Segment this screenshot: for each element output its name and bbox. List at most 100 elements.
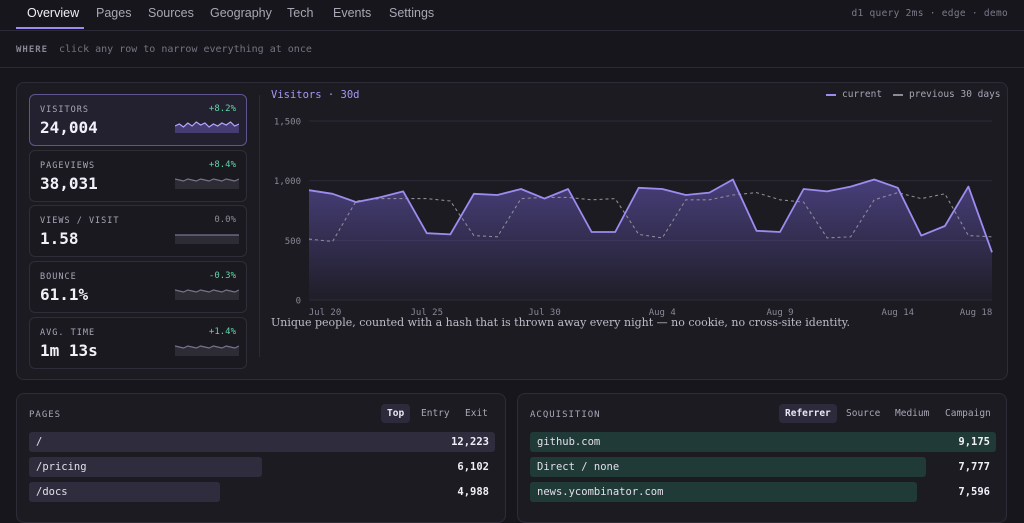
acq-tab-referrer[interactable]: Referrer — [779, 404, 837, 423]
kpi-sparkline — [175, 121, 239, 133]
acquisition-row[interactable]: Direct / none 7,777 — [530, 457, 996, 477]
tab-pages[interactable]: Pages — [96, 6, 132, 20]
row-value: 7,777 — [958, 461, 990, 473]
overview-panel: VISITORS 24,004 +8.2% PAGEVIEWS 38,031 +8.4% V… — [16, 82, 1008, 380]
sparkline-area — [175, 290, 239, 301]
acquisition-title: ACQUISITION — [530, 410, 601, 420]
chart-title: Visitors · 30d — [271, 89, 360, 101]
acquisition-row[interactable]: news.ycombinator.com 7,596 — [530, 482, 996, 502]
row-value: 4,988 — [457, 486, 489, 498]
row-value: 6,102 — [457, 461, 489, 473]
tab-tech[interactable]: Tech — [287, 6, 314, 20]
current-series-area — [309, 179, 992, 300]
kpi-delta: +1.4% — [208, 326, 236, 337]
acq-tab-campaign[interactable]: Campaign — [945, 408, 991, 419]
tab-geography[interactable]: Geography — [210, 6, 272, 20]
legend-current-swatch — [826, 93, 836, 96]
row-label: news.ycombinator.com — [537, 486, 664, 498]
legend-current: current — [826, 89, 882, 100]
row-label: github.com — [537, 436, 601, 448]
kpi-sparkline — [175, 345, 239, 356]
kpi-sparkline — [175, 178, 239, 189]
pages-row[interactable]: / 12,223 — [29, 432, 495, 452]
kpi-label: AVG. TIME — [40, 327, 96, 338]
row-share-bar — [530, 432, 996, 452]
kpi-delta: +8.2% — [208, 104, 236, 114]
pages-tab-exit[interactable]: Exit — [465, 408, 488, 419]
row-value: 7,596 — [958, 486, 990, 498]
kpi-value: 1.58 — [40, 229, 79, 249]
filter-label: WHERE — [16, 45, 49, 55]
kpi-delta: -0.3% — [208, 271, 236, 282]
x-tick-label: Aug 14 — [882, 308, 915, 318]
panel-divider — [259, 95, 260, 357]
tab-settings[interactable]: Settings — [389, 6, 435, 20]
kpi-label: BOUNCE — [40, 272, 77, 283]
row-share-bar — [530, 482, 917, 502]
sparkline-area — [175, 122, 239, 133]
legend-previous-label: previous 30 days — [909, 89, 1001, 100]
acquisition-panel: ACQUISITION Referrer Source Medium Campa… — [517, 393, 1007, 523]
kpi-sparkline — [175, 289, 239, 301]
kpi-label: PAGEVIEWS — [40, 160, 96, 171]
kpi-card-pageviews[interactable]: PAGEVIEWS 38,031 +8.4% — [29, 149, 247, 202]
kpi-value: 24,004 — [40, 118, 98, 137]
filter-bar: WHERE click any row to narrow everything… — [0, 32, 1024, 68]
kpi-card-bounce[interactable]: BOUNCE 61.1% -0.3% — [29, 261, 247, 314]
kpi-card-avg-time[interactable]: AVG. TIME 1m 13s +1.4% — [29, 316, 247, 369]
row-label: /pricing — [36, 461, 87, 473]
y-tick-label: 500 — [285, 237, 301, 247]
tab-overview[interactable]: Overview — [27, 6, 80, 20]
row-value: 9,175 — [958, 436, 990, 448]
filter-hint: click any row to narrow everything at on… — [59, 44, 312, 55]
sparkline-area — [175, 235, 239, 245]
sparkline-line — [175, 178, 239, 182]
kpi-delta: +8.4% — [208, 159, 236, 170]
sparkline-line — [175, 345, 239, 349]
row-label: Direct / none — [537, 461, 620, 473]
pages-title: PAGES — [29, 410, 62, 420]
row-value: 12,223 — [451, 436, 489, 448]
kpi-value: 38,031 — [40, 173, 98, 193]
pages-tab-top[interactable]: Top — [381, 404, 411, 423]
pages-panel: PAGES Top Entry Exit / 12,223/pricing 6,10… — [16, 393, 506, 523]
y-tick-label: 1,000 — [274, 177, 301, 187]
legend-previous-swatch — [893, 93, 903, 96]
kpi-label: VIEWS / VISIT — [40, 216, 120, 227]
row-share-bar — [29, 482, 220, 502]
active-tab-indicator — [16, 27, 84, 29]
pages-row[interactable]: /pricing 6,102 — [29, 457, 495, 477]
acq-tab-medium[interactable]: Medium — [895, 408, 930, 419]
kpi-value: 1m 13s — [40, 340, 98, 360]
acq-tab-source[interactable]: Source — [846, 408, 881, 419]
current-series-line — [308, 178, 993, 253]
x-tick-label: Aug 18 — [960, 308, 993, 318]
query-status: d1 query 2ms · edge · demo — [851, 8, 1008, 19]
row-share-bar — [29, 432, 495, 452]
kpi-label: VISITORS — [40, 105, 89, 115]
kpi-card-views-visit[interactable]: VIEWS / VISIT 1.58 0.0% — [29, 205, 247, 258]
row-label: /docs — [36, 486, 68, 498]
kpi-sparkline — [175, 234, 239, 245]
sparkline-line — [175, 289, 239, 293]
row-share-bar — [29, 457, 262, 477]
y-tick-label: 0 — [296, 297, 301, 307]
legend-previous: previous 30 days — [893, 89, 1001, 100]
sparkline-line — [175, 121, 239, 128]
sparkline-area — [175, 178, 239, 189]
chart-note: Unique people, counted with a hash that … — [271, 316, 851, 329]
legend-current-label: current — [842, 89, 883, 100]
tab-sources[interactable]: Sources — [148, 6, 194, 20]
kpi-card-visitors[interactable]: VISITORS 24,004 +8.2% — [29, 94, 247, 146]
previous-series-line — [308, 192, 993, 243]
y-tick-label: 1,500 — [274, 118, 301, 128]
pages-tab-entry[interactable]: Entry — [421, 408, 450, 419]
top-nav: Overview Pages Sources Geography Tech Ev… — [0, 0, 1024, 31]
kpi-value: 61.1% — [40, 285, 89, 305]
pages-row[interactable]: /docs 4,988 — [29, 482, 495, 502]
acquisition-row[interactable]: github.com 9,175 — [530, 432, 996, 452]
tab-events[interactable]: Events — [333, 6, 372, 20]
row-label: / — [36, 436, 43, 448]
sparkline-area — [175, 345, 239, 356]
kpi-delta: 0.0% — [214, 215, 236, 226]
